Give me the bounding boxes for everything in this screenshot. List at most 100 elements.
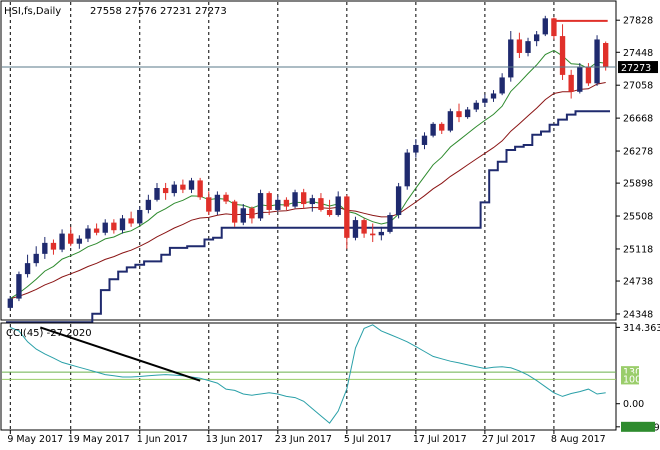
candle-body bbox=[137, 209, 143, 224]
candle bbox=[499, 73, 505, 96]
candle-body bbox=[508, 39, 514, 78]
candle bbox=[214, 191, 221, 216]
candle-body bbox=[326, 209, 333, 216]
cci-panel: CCI(45) -27.2020 bbox=[0, 322, 617, 431]
cci-axis-label: 0.00 bbox=[623, 399, 644, 410]
candle-body bbox=[188, 180, 195, 190]
candle bbox=[577, 63, 583, 94]
candle bbox=[585, 63, 592, 86]
candle-body bbox=[292, 192, 298, 207]
candle-body bbox=[275, 199, 281, 210]
price-axis-label: 25118 bbox=[623, 244, 653, 255]
current-price-tag-bg bbox=[618, 61, 658, 74]
price-candles bbox=[7, 15, 609, 310]
candle-body bbox=[154, 188, 160, 200]
candle bbox=[119, 215, 126, 234]
candle-body bbox=[603, 42, 609, 68]
candle bbox=[309, 194, 315, 212]
candle-body bbox=[68, 233, 74, 244]
candle bbox=[137, 206, 143, 226]
cci-grid bbox=[2, 324, 616, 429]
candle-body bbox=[93, 228, 100, 233]
candle-body bbox=[577, 66, 583, 92]
candle bbox=[223, 192, 229, 205]
candle bbox=[370, 223, 376, 243]
candle-body bbox=[180, 184, 186, 190]
candle-body bbox=[482, 98, 488, 103]
candle-body bbox=[240, 208, 246, 223]
current-price-tag-label: 27273 bbox=[621, 63, 651, 74]
time-axis: 9 May 2017 19 May 2017 1 Jun 2017 13 Jun 20… bbox=[7, 430, 606, 445]
candle-body bbox=[85, 228, 91, 239]
candle-body bbox=[162, 188, 169, 194]
cci-axis-label: 314.3633 bbox=[623, 323, 660, 334]
candle bbox=[456, 103, 462, 123]
candle bbox=[387, 212, 393, 234]
candle bbox=[421, 132, 428, 150]
candle bbox=[378, 226, 385, 241]
candle-body bbox=[352, 220, 359, 238]
candle-body bbox=[266, 193, 272, 210]
candle-body bbox=[542, 18, 548, 35]
price-panel: HSI,fs,Daily 27558 27576 27231 27273 bbox=[0, 0, 617, 324]
cci-panel-frame bbox=[0, 322, 617, 431]
time-axis-label: 23 Jun 2017 bbox=[275, 434, 332, 445]
candle-body bbox=[214, 194, 221, 212]
candle bbox=[111, 219, 117, 234]
price-axis-label: 25898 bbox=[623, 179, 653, 190]
candle-body bbox=[102, 222, 108, 233]
cci-axis: 314.36330.00-95.1391130100 bbox=[616, 323, 660, 433]
candle bbox=[542, 15, 548, 37]
candle bbox=[413, 139, 419, 158]
candle-body bbox=[24, 263, 31, 275]
candle-body bbox=[430, 123, 436, 136]
candle-body bbox=[301, 192, 307, 205]
candle bbox=[85, 225, 91, 243]
candle-body bbox=[231, 201, 238, 223]
candle bbox=[24, 254, 31, 278]
candle-body bbox=[551, 18, 557, 37]
candle-body bbox=[594, 39, 600, 84]
candle bbox=[490, 90, 497, 102]
cci-level-label: 130 bbox=[623, 367, 641, 378]
candle-body bbox=[395, 186, 402, 216]
candle-body bbox=[16, 274, 22, 299]
cci-trendline bbox=[39, 326, 201, 382]
candle-body bbox=[361, 220, 367, 234]
candle bbox=[525, 37, 531, 57]
price-axis: 24348 24738 25118 25508 25898 26278 26668 27058… bbox=[616, 16, 653, 320]
candle-body bbox=[223, 194, 229, 202]
candle bbox=[76, 235, 83, 249]
candle-body bbox=[7, 298, 13, 308]
candle bbox=[102, 219, 108, 236]
candle-body bbox=[42, 242, 48, 254]
candle bbox=[154, 182, 160, 202]
symbol-title: HSI,fs,Daily bbox=[4, 6, 61, 17]
candle-body bbox=[456, 111, 462, 118]
candle-body bbox=[33, 253, 39, 264]
candle-body bbox=[344, 196, 350, 238]
candle-body bbox=[559, 36, 566, 75]
candle-body bbox=[585, 66, 592, 84]
candle-body bbox=[533, 34, 540, 42]
time-axis-label: 1 Jun 2017 bbox=[137, 434, 188, 445]
candle bbox=[50, 239, 57, 255]
candle-body bbox=[318, 198, 324, 210]
candle bbox=[197, 177, 203, 200]
price-overlays bbox=[6, 49, 610, 324]
price-axis-label: 24348 bbox=[623, 309, 653, 320]
candle-body bbox=[421, 135, 428, 145]
candle bbox=[7, 296, 13, 310]
candle-body bbox=[387, 215, 393, 232]
candle bbox=[257, 189, 264, 221]
candle-body bbox=[59, 233, 65, 250]
price-axis-label: 25508 bbox=[623, 212, 653, 223]
candle-body bbox=[404, 152, 410, 187]
candle bbox=[59, 229, 65, 253]
price-axis-label: 27448 bbox=[623, 48, 653, 59]
time-axis-label: 19 May 2017 bbox=[68, 434, 130, 445]
cci-level-box bbox=[621, 373, 639, 385]
candle-body bbox=[283, 199, 290, 207]
candle bbox=[231, 199, 238, 227]
candle-body bbox=[145, 199, 152, 210]
